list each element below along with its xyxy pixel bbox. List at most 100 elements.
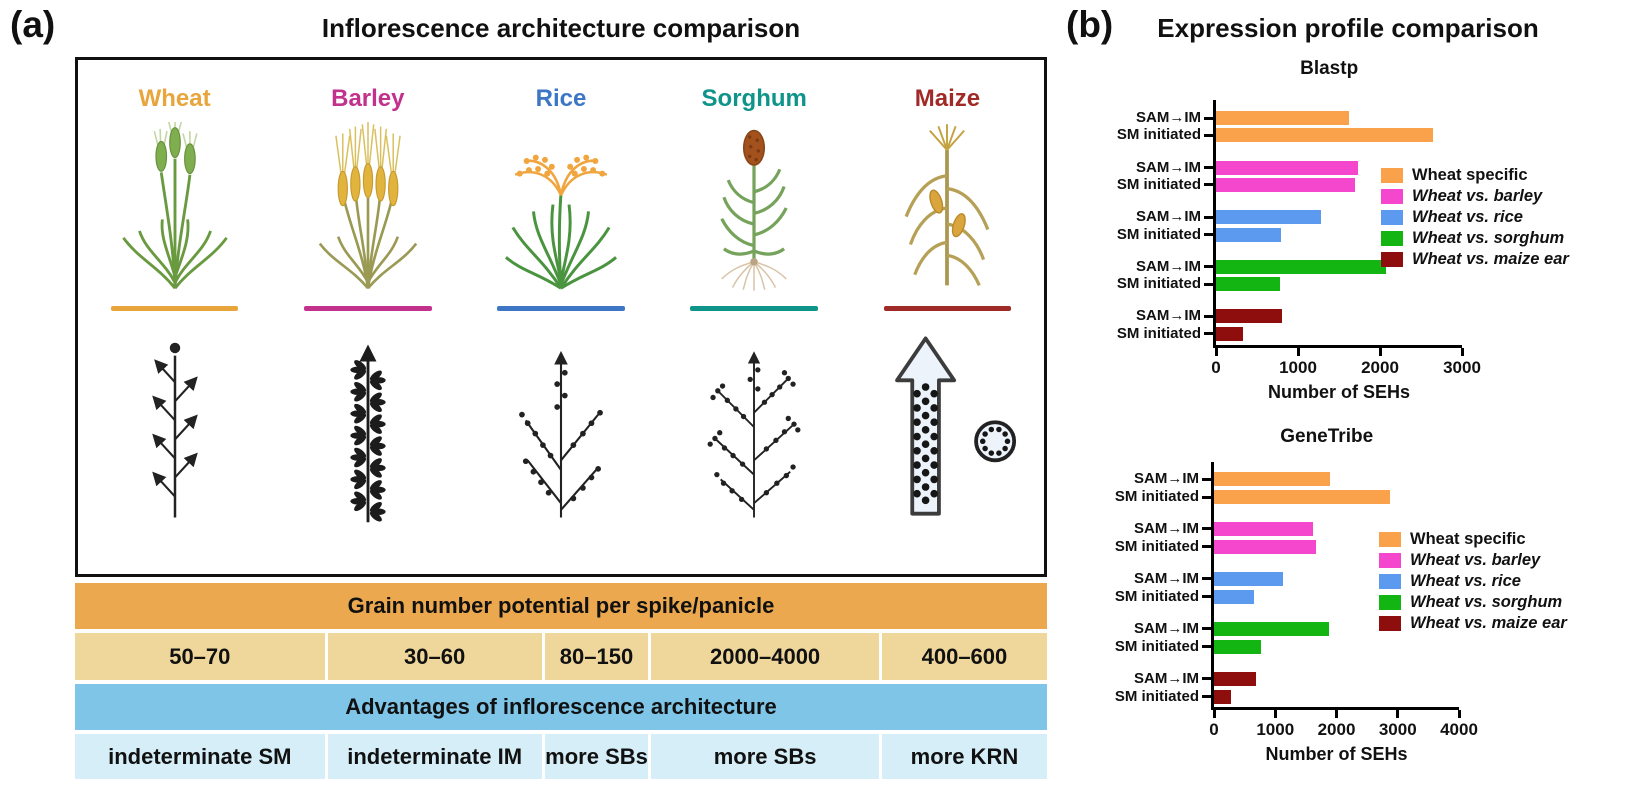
wheat-plant-icon bbox=[121, 122, 228, 290]
bar-wheat-vs-barley-0 bbox=[1216, 160, 1358, 175]
y-category-label: SAM→IM bbox=[1134, 569, 1199, 587]
y-category-label: SM initiated bbox=[1114, 687, 1199, 705]
y-category-label: SM initiated bbox=[1114, 587, 1199, 605]
maize-inflorescence-diagram-icon bbox=[895, 336, 1016, 516]
y-category-label: SM initiated bbox=[1114, 488, 1199, 505]
y-category-label: SAM→IM bbox=[1134, 669, 1199, 687]
y-category-label: SM initiated bbox=[1116, 225, 1201, 243]
advantages-header-row: Advantages of inflorescence architecture bbox=[75, 684, 1047, 730]
legend-swatch-wheat-vs-sorghum bbox=[1381, 231, 1403, 246]
bar-wheat-vs-sorghum-0 bbox=[1216, 259, 1386, 274]
legend-swatch-wheat-vs-rice bbox=[1381, 210, 1403, 225]
bar-wheat-specific-0 bbox=[1214, 472, 1331, 486]
y-category-label: SM initiated bbox=[1116, 275, 1201, 293]
x-tick bbox=[1214, 348, 1218, 356]
grain-value-maize: 400–600 bbox=[881, 633, 1047, 680]
y-tick bbox=[1202, 495, 1211, 499]
sorghum-inflorescence-diagram-icon bbox=[707, 351, 801, 518]
grain-value-sorghum: 2000–4000 bbox=[651, 633, 879, 680]
x-tick-label: 3000 bbox=[1378, 720, 1417, 739]
y-tick bbox=[1204, 332, 1213, 336]
bar-wheat-vs-rice-0 bbox=[1216, 210, 1321, 225]
x-tick-label: 2000 bbox=[1361, 358, 1399, 377]
y-tick bbox=[1202, 695, 1211, 699]
sorghum-underline bbox=[690, 306, 818, 311]
maize-label: Maize bbox=[914, 85, 981, 112]
wheat-underline bbox=[110, 306, 239, 311]
legend-label-wheat-vs-barley: Wheat vs. barley bbox=[1412, 187, 1543, 205]
bar-wheat-specific-1 bbox=[1216, 128, 1434, 143]
advantage-maize: more KRN bbox=[881, 734, 1047, 779]
legend-swatch-wheat-vs-barley bbox=[1381, 189, 1403, 204]
y-tick bbox=[1204, 282, 1213, 286]
rice-underline bbox=[497, 306, 625, 311]
bar-wheat-vs-sorghum-1 bbox=[1214, 639, 1261, 654]
legend-swatch-wheat-specific bbox=[1379, 532, 1401, 547]
rice-plant-icon bbox=[504, 154, 618, 290]
y-category-label: SM initiated bbox=[1116, 324, 1201, 342]
x-tick bbox=[1460, 348, 1464, 356]
y-category-label: SAM→IM bbox=[1136, 208, 1201, 226]
barley-label: Barley bbox=[331, 85, 405, 112]
y-category-label: SM initiated bbox=[1116, 126, 1201, 144]
y-category-label: SAM→IM bbox=[1136, 109, 1201, 126]
wheat-label: Wheat bbox=[138, 85, 211, 112]
y-category-label: SAM→IM bbox=[1136, 257, 1201, 275]
bar-wheat-vs-barley-0 bbox=[1214, 521, 1313, 536]
bar-wheat-vs-barley-1 bbox=[1216, 177, 1355, 192]
x-tick-label: 4000 bbox=[1440, 720, 1478, 739]
barley-plant-icon bbox=[318, 122, 418, 290]
grain-advantages-table: Grain number potential per spike/panicle… bbox=[75, 583, 1047, 783]
grain-values-row: 50–70 30–60 80–150 2000–4000 400–600 bbox=[75, 633, 1047, 680]
x-tick-label: 3000 bbox=[1443, 358, 1481, 377]
genetribe-chart: GeneTribe Number of SEHs 0 1000 2000 3000 4000… bbox=[1115, 426, 1567, 764]
bar-wheat-vs-maize-ear-1 bbox=[1214, 689, 1232, 704]
y-tick bbox=[1204, 314, 1213, 318]
legend-label-wheat-vs-maize-ear: Wheat vs. maize ear bbox=[1410, 614, 1567, 632]
advantage-wheat: indeterminate SM bbox=[75, 734, 325, 779]
legend-label-wheat-vs-rice: Wheat vs. rice bbox=[1412, 208, 1523, 226]
crop-column-wheat: Wheat bbox=[78, 60, 271, 574]
advantages-values-row: indeterminate SM indeterminate IM more S… bbox=[75, 734, 1047, 779]
crop-column-maize: Maize bbox=[851, 60, 1044, 574]
grain-value-wheat: 50–70 bbox=[75, 633, 325, 680]
advantage-rice: more SBs bbox=[544, 734, 649, 779]
legend-label-wheat-vs-rice: Wheat vs. rice bbox=[1410, 572, 1521, 590]
bar-wheat-vs-rice-0 bbox=[1214, 571, 1284, 586]
y-tick bbox=[1202, 627, 1211, 631]
x-tick bbox=[1273, 710, 1277, 718]
legend-label-wheat-specific: Wheat specific bbox=[1410, 530, 1526, 548]
y-category-label: SAM→IM bbox=[1134, 470, 1199, 487]
x-tick bbox=[1335, 710, 1338, 718]
y-tick bbox=[1202, 527, 1211, 531]
y-category-label: SAM→IM bbox=[1136, 158, 1201, 176]
y-tick bbox=[1202, 577, 1211, 581]
y-tick bbox=[1202, 545, 1211, 549]
x-axis-label: Number of SEHs bbox=[1265, 744, 1408, 764]
crop-column-rice: Rice bbox=[464, 60, 657, 574]
y-tick bbox=[1204, 183, 1213, 187]
bar-wheat-vs-sorghum-1 bbox=[1216, 277, 1280, 292]
y-tick bbox=[1202, 677, 1211, 681]
panel-a-label: (a) bbox=[10, 4, 56, 45]
y-category-label: SM initiated bbox=[1114, 537, 1199, 555]
y-tick bbox=[1202, 477, 1211, 481]
legend-label-wheat-vs-sorghum: Wheat vs. sorghum bbox=[1410, 593, 1563, 611]
crop-column-sorghum: Sorghum bbox=[658, 60, 851, 574]
bar-wheat-vs-maize-ear-0 bbox=[1214, 671, 1257, 686]
y-category-label: SM initiated bbox=[1114, 637, 1199, 655]
y-category-label: SM initiated bbox=[1116, 175, 1201, 193]
rice-label: Rice bbox=[535, 85, 587, 112]
legend-swatch-wheat-vs-rice bbox=[1379, 574, 1401, 589]
legend-swatch-wheat-vs-barley bbox=[1379, 553, 1401, 568]
y-category-label: SAM→IM bbox=[1136, 307, 1201, 325]
bar-wheat-vs-maize-ear-1 bbox=[1216, 326, 1244, 341]
y-tick bbox=[1204, 233, 1213, 236]
panel-b-label: (b) bbox=[1066, 4, 1114, 45]
x-tick-label: 2000 bbox=[1317, 720, 1356, 739]
rice-inflorescence-diagram-icon bbox=[519, 350, 603, 518]
legend-label-wheat-vs-maize-ear: Wheat vs. maize ear bbox=[1412, 250, 1569, 268]
legend-swatch-wheat-vs-sorghum bbox=[1379, 595, 1401, 610]
x-tick-label: 0 bbox=[1209, 720, 1219, 739]
barley-inflorescence-diagram-icon bbox=[350, 344, 386, 524]
